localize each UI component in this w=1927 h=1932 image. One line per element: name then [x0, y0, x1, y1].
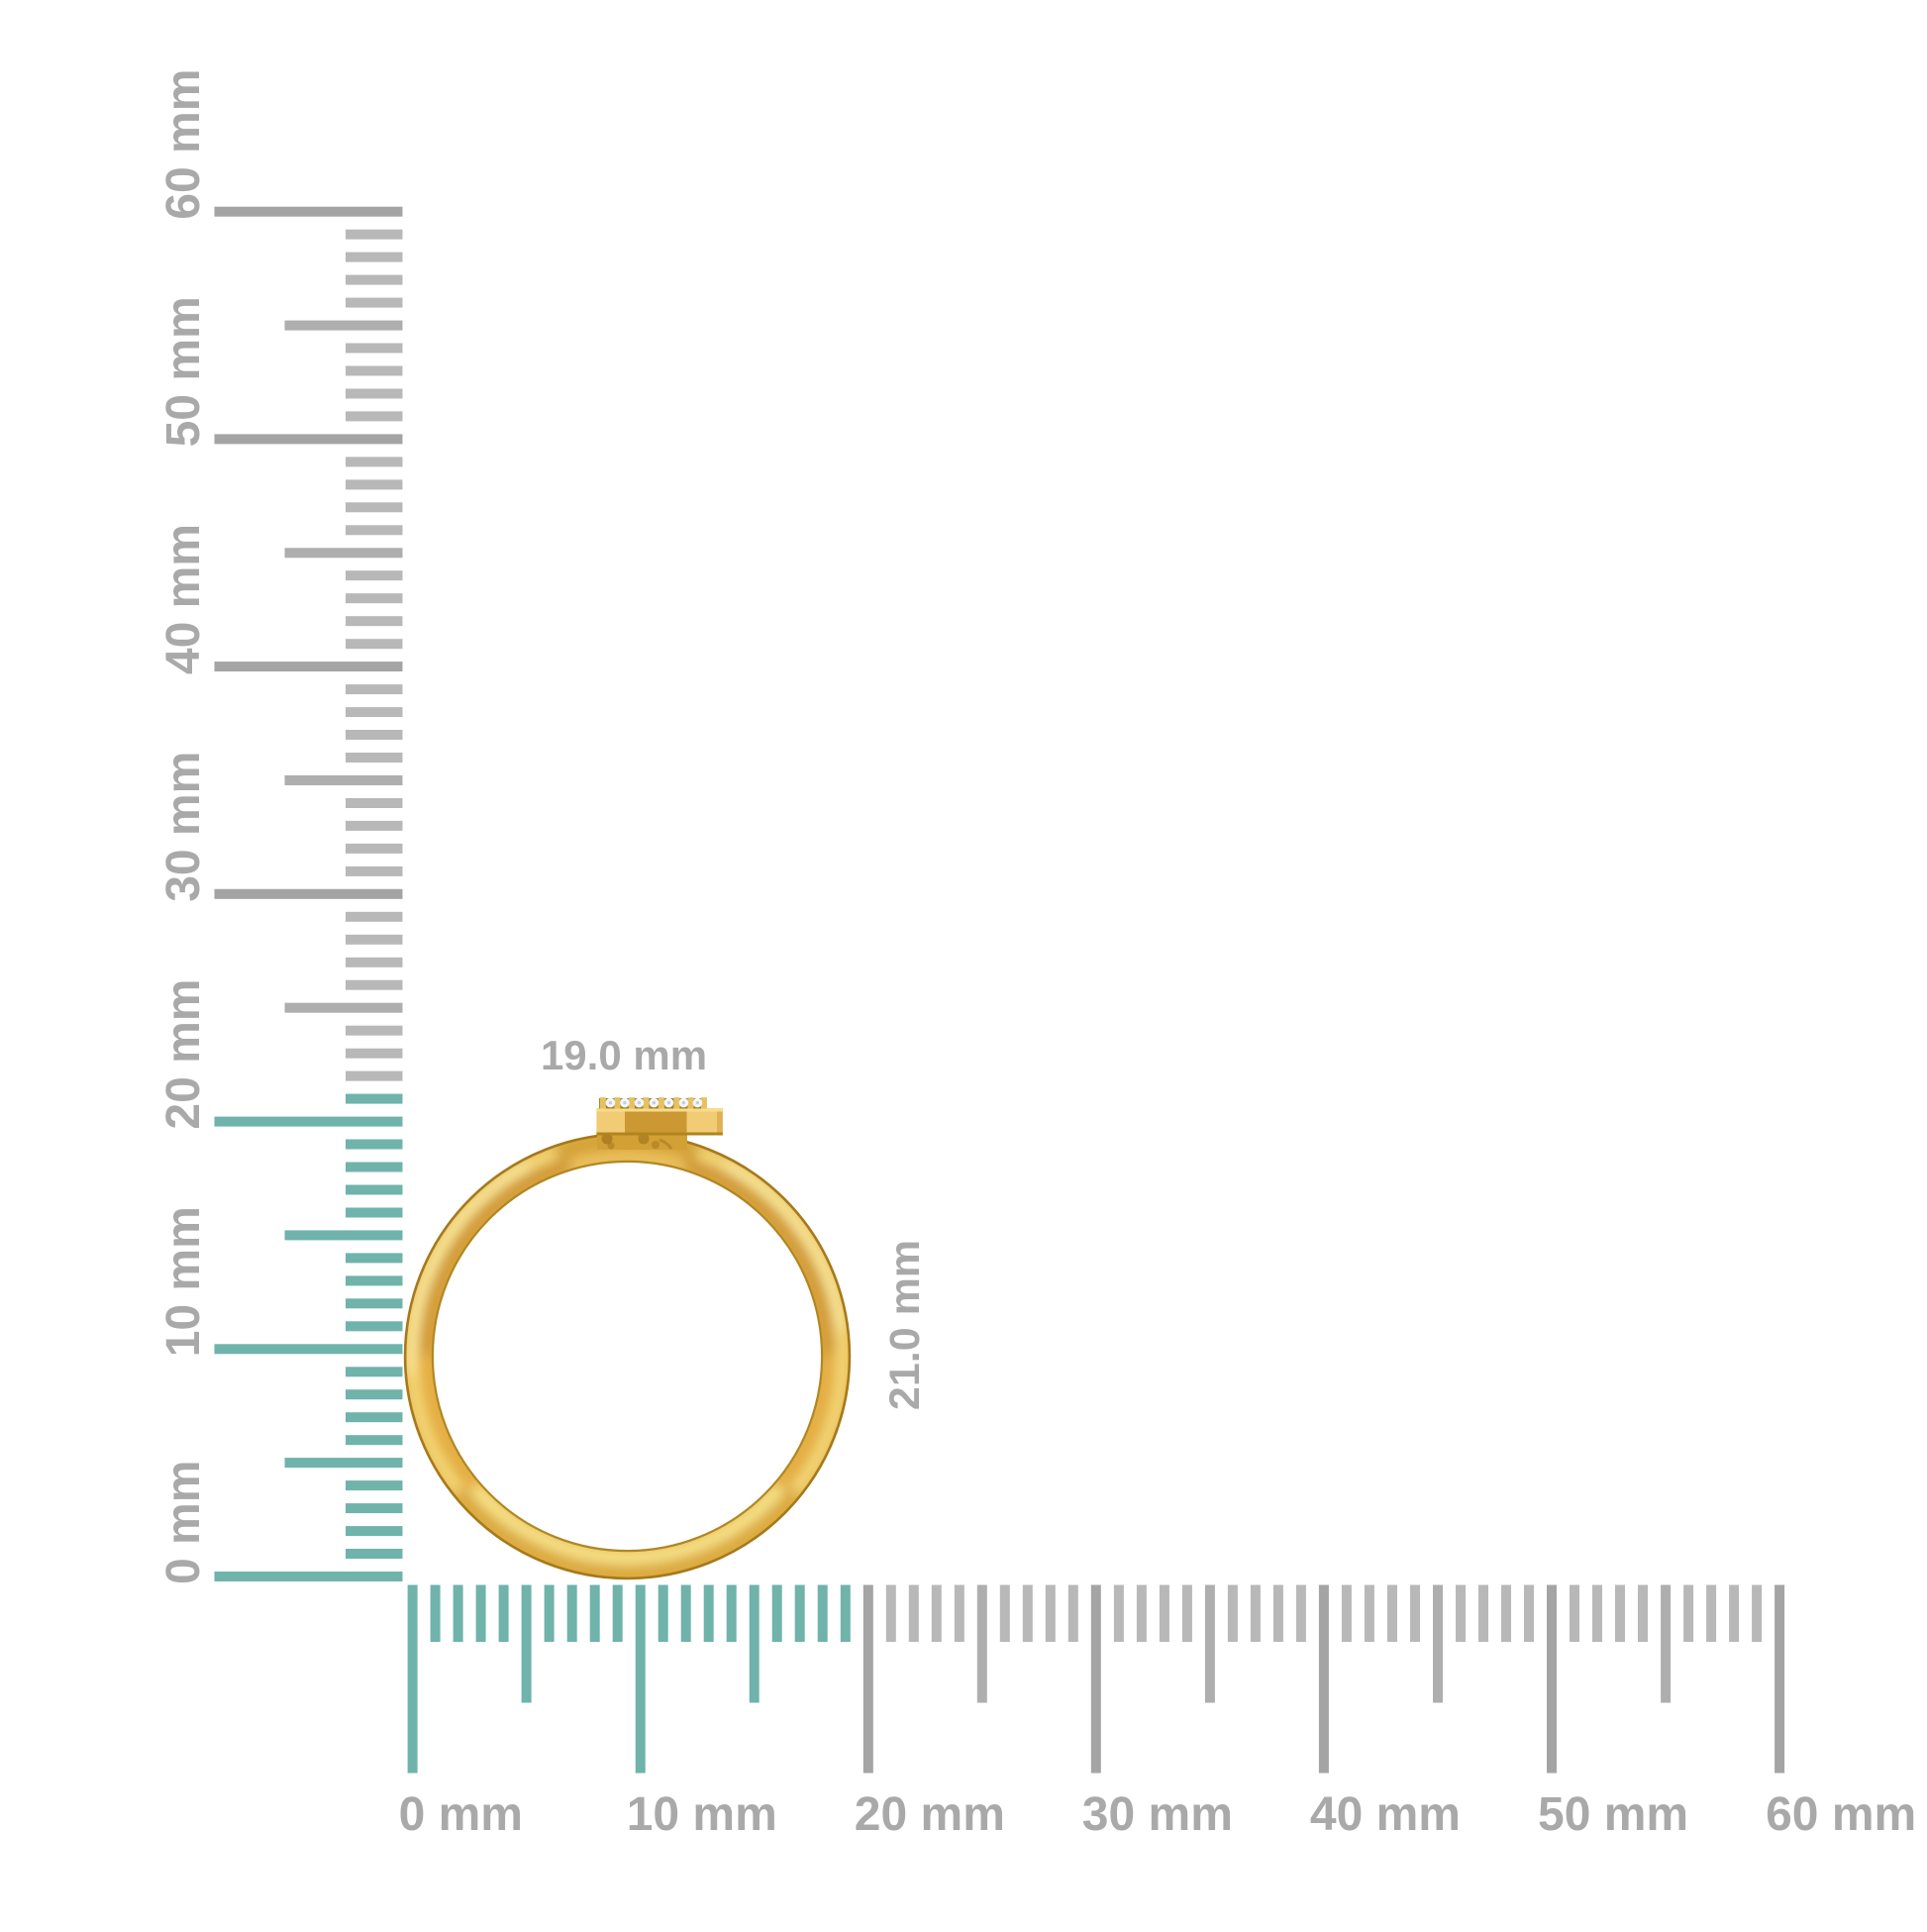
svg-text:40 mm: 40 mm [157, 524, 210, 674]
svg-text:21.0 mm: 21.0 mm [881, 1240, 929, 1410]
svg-text:20 mm: 20 mm [855, 1788, 1005, 1841]
svg-text:19.0 mm: 19.0 mm [541, 1032, 707, 1078]
svg-text:0 mm: 0 mm [399, 1788, 523, 1841]
svg-text:60 mm: 60 mm [157, 69, 210, 220]
svg-text:40 mm: 40 mm [1310, 1788, 1461, 1841]
svg-text:50 mm: 50 mm [1538, 1788, 1688, 1841]
svg-text:30 mm: 30 mm [1082, 1788, 1233, 1841]
svg-text:50 mm: 50 mm [157, 296, 210, 447]
svg-text:30 mm: 30 mm [157, 752, 210, 902]
svg-text:20 mm: 20 mm [157, 979, 210, 1130]
svg-text:60 mm: 60 mm [1766, 1788, 1916, 1841]
svg-text:10 mm: 10 mm [157, 1206, 210, 1357]
svg-text:0 mm: 0 mm [157, 1461, 210, 1584]
svg-text:10 mm: 10 mm [627, 1788, 777, 1841]
